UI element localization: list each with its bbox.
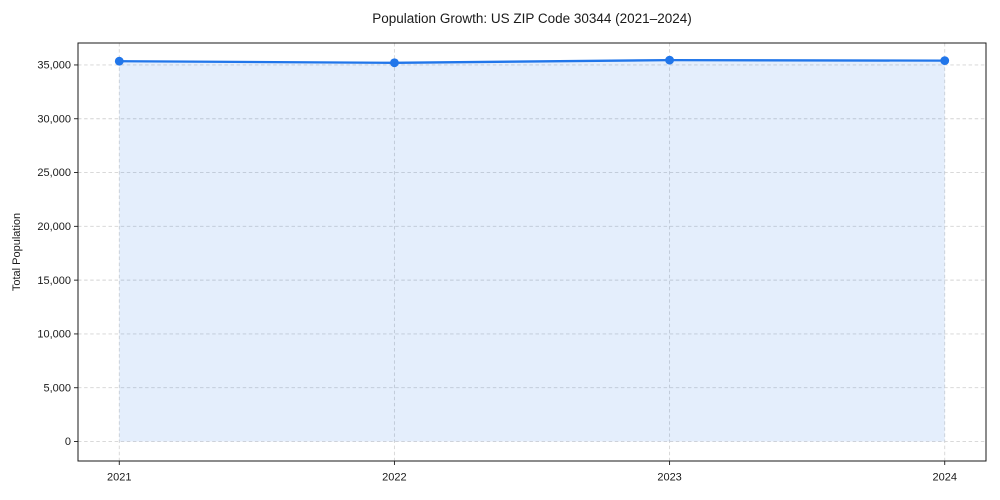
x-tick-label: 2022 [382, 472, 406, 484]
axes-box [77, 42, 987, 462]
data-point-2022 [390, 58, 399, 68]
data-point-2021 [114, 56, 124, 66]
y-tick-label: 25,000 [37, 167, 71, 179]
data-point-2023 [665, 55, 674, 65]
series-area-fill [119, 60, 945, 442]
y-tick-label: 20,000 [37, 221, 71, 233]
x-tick-label: 2021 [107, 472, 131, 484]
x-tick-label: 2023 [657, 472, 681, 484]
y-tick-label: 35,000 [37, 60, 71, 72]
y-tick-label: 0 [65, 436, 71, 448]
y-tick-label: 30,000 [37, 113, 71, 125]
data-point-2024 [940, 56, 950, 66]
y-tick-label: 5,000 [43, 382, 71, 394]
series-line [118, 58, 946, 64]
y-tick-label: 10,000 [37, 329, 71, 341]
x-tick-label: 2024 [932, 472, 956, 484]
y-tick-label: 15,000 [37, 275, 71, 287]
chart-title: Population Growth: US ZIP Code 30344 (20… [372, 11, 692, 26]
